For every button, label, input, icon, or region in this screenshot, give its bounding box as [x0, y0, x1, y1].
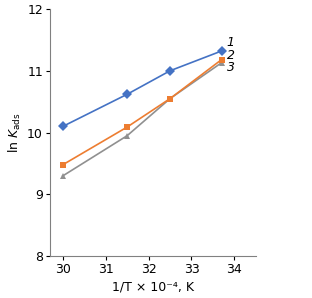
Y-axis label: ln $\mathit{K}_\mathrm{ads}$: ln $\mathit{K}_\mathrm{ads}$: [7, 112, 23, 153]
Text: 3: 3: [227, 60, 235, 74]
Text: 1: 1: [227, 36, 235, 49]
X-axis label: 1/T × 10⁻⁴, K: 1/T × 10⁻⁴, K: [112, 280, 194, 294]
Text: 2: 2: [227, 49, 235, 62]
